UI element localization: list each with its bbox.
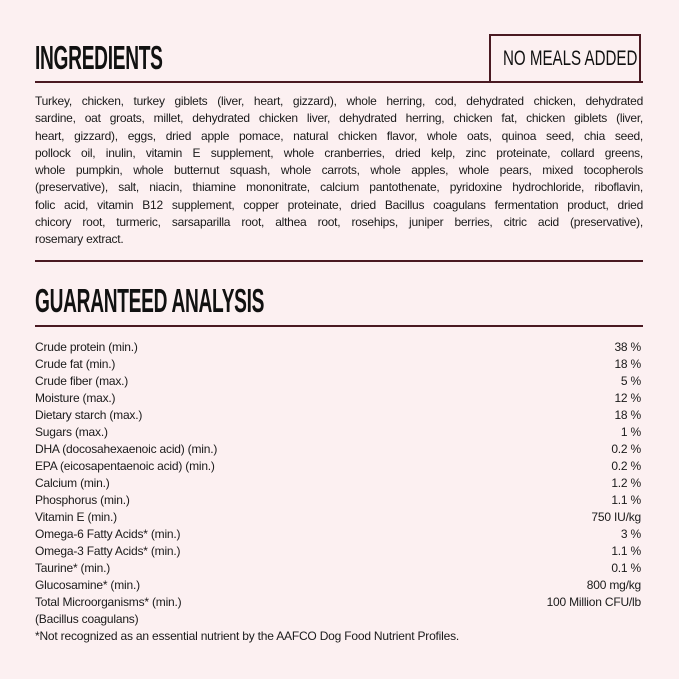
analysis-row: Taurine* (min.) 0.1 % xyxy=(35,560,641,577)
analysis-row: Glucosamine* (min.) 800 mg/kg xyxy=(35,577,641,594)
nutrient-value: 18 % xyxy=(614,357,641,371)
ingredients-line: whole pumpkin, whole butternut squash, w… xyxy=(35,163,643,178)
nutrient-value: 1.1 % xyxy=(611,544,641,558)
badge-text: NO MEALS ADDED xyxy=(503,47,638,70)
analysis-row: Omega-3 Fatty Acids* (min.) 1.1 % xyxy=(35,543,641,560)
analysis-row: Total Microorganisms* (min.) 100 Million … xyxy=(35,594,641,611)
nutrient-label: Sugars (max.) xyxy=(35,425,108,439)
nutrient-value: 1.1 % xyxy=(611,493,641,507)
nutrient-label: Phosphorus (min.) xyxy=(35,493,130,507)
nutrient-label: Omega-3 Fatty Acids* (min.) xyxy=(35,544,181,558)
ingredients-line: chicory root, turmeric, sarsaparilla roo… xyxy=(35,215,643,230)
nutrient-label: Glucosamine* (min.) xyxy=(35,578,140,592)
nutrient-value: 100 Million CFU/lb xyxy=(546,595,642,609)
nutrient-value: 3 % xyxy=(620,527,641,541)
nutrient-label: DHA (docosahexaenoic acid) (min.) xyxy=(35,442,218,456)
nutrient-value: 0.1 % xyxy=(611,561,641,575)
ingredients-text: Turkey, chicken, turkey giblets (liver, … xyxy=(35,93,643,249)
analysis-row: Omega-6 Fatty Acids* (min.) 3 % xyxy=(35,526,641,543)
nutrient-label: Calcium (min.) xyxy=(35,476,110,490)
analysis-row: Dietary starch (max.) 18 % xyxy=(35,407,641,424)
guaranteed-analysis-heading: GUARANTEED ANALYSIS xyxy=(35,282,265,319)
ingredients-line: rosemary extract. xyxy=(35,232,124,247)
analysis-rule xyxy=(35,325,643,327)
nutrient-value: 0.2 % xyxy=(611,459,641,473)
nutrient-label: Vitamin E (min.) xyxy=(35,510,117,524)
no-meals-added-badge: NO MEALS ADDED xyxy=(489,34,641,81)
nutrient-value: 1 % xyxy=(620,425,641,439)
analysis-row: Phosphorus (min.) 1.1 % xyxy=(35,492,641,509)
nutrient-value: 750 IU/kg xyxy=(591,510,641,524)
nutrient-value: 12 % xyxy=(614,391,641,405)
analysis-row: EPA (eicosapentaenoic acid) (min.) 0.2 % xyxy=(35,458,641,475)
nutrient-value: 1.2 % xyxy=(611,476,641,490)
nutrient-value: 38 % xyxy=(614,340,641,354)
analysis-footnote: *Not recognized as an essential nutrient… xyxy=(35,629,460,643)
analysis-row: Sugars (max.) 1 % xyxy=(35,424,641,441)
analysis-subnote: (Bacillus coagulans) xyxy=(35,612,139,626)
analysis-row: Crude fiber (max.) 5 % xyxy=(35,373,641,390)
nutrient-value: 5 % xyxy=(620,374,641,388)
ingredients-line: pollock oil, inulin, vitamin E supplemen… xyxy=(35,145,643,160)
nutrient-label: Moisture (max.) xyxy=(35,391,116,405)
analysis-row: Crude fat (min.) 18 % xyxy=(35,356,641,373)
nutrient-label: Crude fiber (max.) xyxy=(35,374,129,388)
nutrient-value: 800 mg/kg xyxy=(586,578,641,592)
ingredients-heading: INGREDIENTS xyxy=(35,39,163,76)
section-divider xyxy=(35,260,643,262)
nutrient-label: Crude protein (min.) xyxy=(35,340,138,354)
ingredients-line: heart, gizzard), eggs, dried apple pomac… xyxy=(35,128,643,143)
analysis-row: Moisture (max.) 12 % xyxy=(35,390,641,407)
nutrient-label: Omega-6 Fatty Acids* (min.) xyxy=(35,527,181,541)
ingredients-line: sardine, oat groats, millet, dehydrated … xyxy=(35,111,643,126)
analysis-row: DHA (docosahexaenoic acid) (min.) 0.2 % xyxy=(35,441,641,458)
nutrient-label: Taurine* (min.) xyxy=(35,561,111,575)
analysis-row: Crude protein (min.) 38 % xyxy=(35,339,641,356)
nutrient-label: Dietary starch (max.) xyxy=(35,408,143,422)
analysis-row: Calcium (min.) 1.2 % xyxy=(35,475,641,492)
nutrient-label: Total Microorganisms* (min.) xyxy=(35,595,182,609)
ingredients-line: Turkey, chicken, turkey giblets (liver, … xyxy=(35,94,643,108)
nutrient-label: EPA (eicosapentaenoic acid) (min.) xyxy=(35,459,215,473)
nutrient-label: Crude fat (min.) xyxy=(35,357,116,371)
ingredients-line: folic acid, vitamin B12 supplement, copp… xyxy=(35,197,643,212)
analysis-row: Vitamin E (min.) 750 IU/kg xyxy=(35,509,641,526)
ingredients-rule xyxy=(35,81,643,83)
nutrient-value: 0.2 % xyxy=(611,442,641,456)
analysis-table: Crude protein (min.) 38 % Crude fat (min.)… xyxy=(35,339,641,645)
ingredients-line: (preservative), salt, niacin, thiamine m… xyxy=(35,180,643,195)
nutrient-value: 18 % xyxy=(614,408,641,422)
